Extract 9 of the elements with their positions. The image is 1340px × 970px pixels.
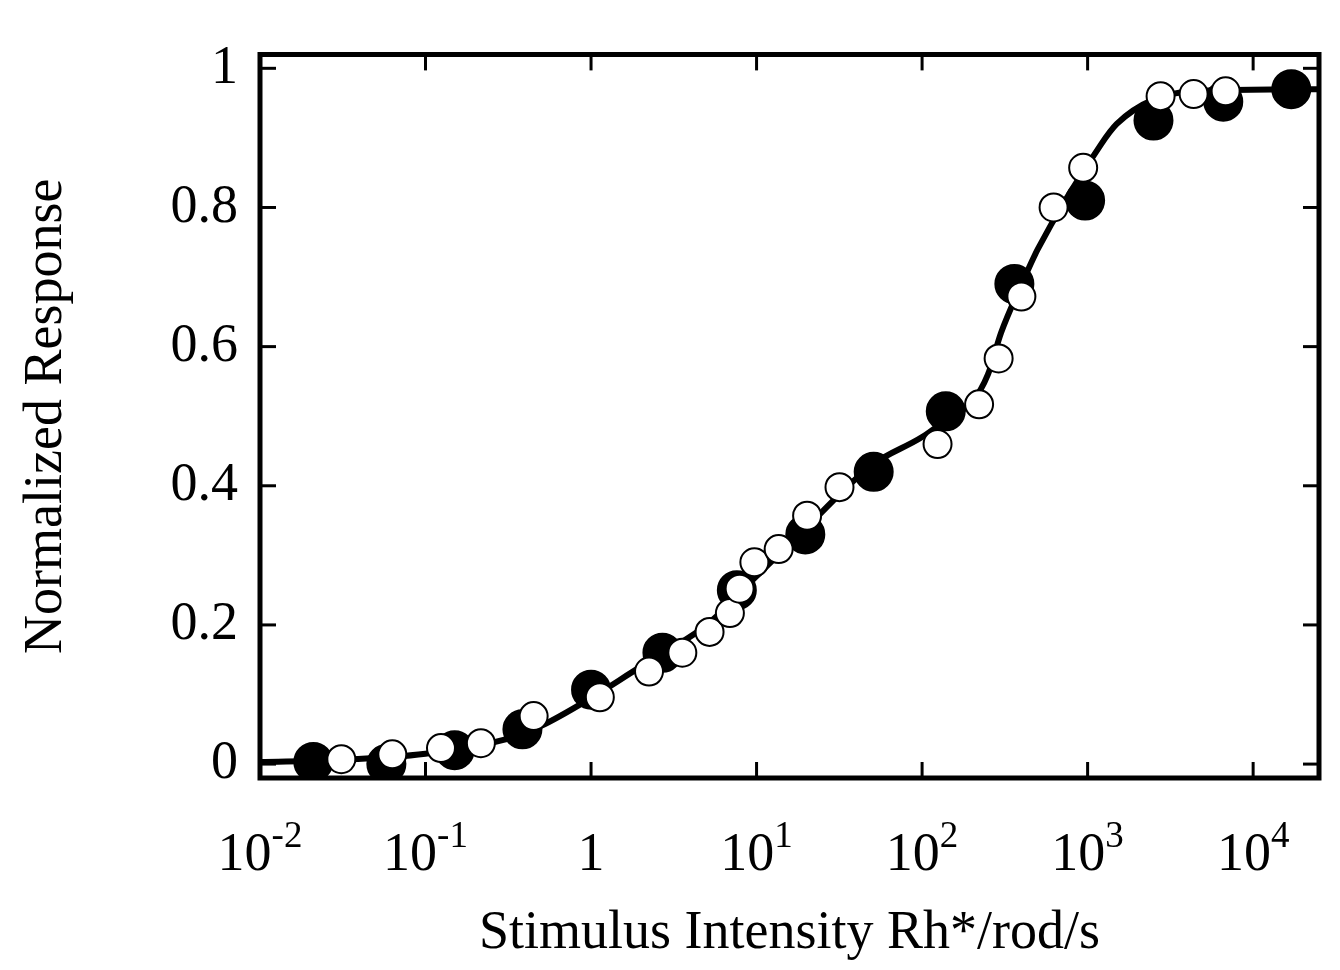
y-tick-label: 0 [211,730,238,791]
x-tick-label: 1 [577,822,605,882]
y-tick-label: 0.2 [170,591,238,652]
y-tick-label: 0.4 [170,451,238,512]
y-tick-label: 0.8 [170,173,238,234]
y-axis-title: Normalized Response [12,178,73,654]
y-tick-label: 1 [211,34,238,95]
x-axis-title: Stimulus Intensity Rh*/rod/s [478,899,1101,960]
y-tick-label: 0.6 [170,312,238,373]
